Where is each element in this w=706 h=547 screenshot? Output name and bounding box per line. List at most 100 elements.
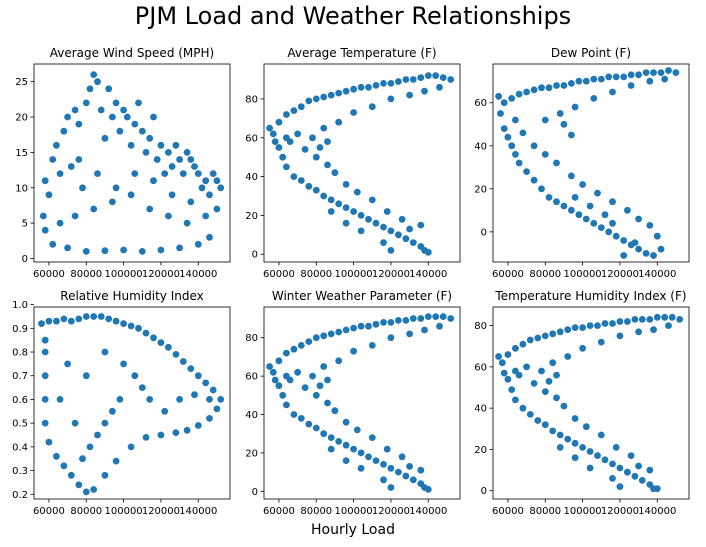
data-point [424,72,432,79]
data-point [198,184,206,192]
data-point [372,219,380,227]
data-point [417,315,425,322]
data-point [447,76,455,83]
data-point [609,320,616,327]
data-point [297,103,305,111]
data-point [82,99,90,107]
data-point [150,334,157,342]
data-point [165,149,172,156]
data-point [368,196,376,204]
data-point [380,476,387,484]
data-point [586,464,594,472]
data-point [271,376,279,384]
y-tick-label: 80 [474,321,487,332]
data-point [541,116,549,124]
data-point [556,110,564,117]
data-point [534,334,542,342]
y-tick-label: 5 [22,219,28,230]
data-point [635,245,642,253]
data-point [112,99,120,107]
data-point [75,120,83,128]
data-point [436,322,443,330]
data-point [387,227,395,235]
data-point [320,332,328,340]
data-point [38,320,45,327]
data-point [530,380,538,387]
data-point [312,334,320,342]
data-point [395,78,402,85]
data-point [612,444,620,451]
data-point [597,431,605,439]
data-point [653,313,661,321]
data-point [582,77,590,85]
data-point [409,76,417,83]
data-point [41,372,49,380]
data-point [297,342,305,349]
data-point [109,113,116,121]
data-point [150,177,157,185]
x-tick-label: 80000 [300,506,332,517]
y-tick-label: 0.5 [12,419,28,430]
data-point [387,95,395,103]
data-point [586,322,594,329]
data-point [571,324,579,331]
data-point [380,223,387,231]
data-point [409,315,417,322]
chart-panel-winter-weather: Winter Weather Parameter (F) 60000 80000 10… [245,289,461,517]
data-point [194,372,202,380]
x-tick-label: 60000 [263,506,295,517]
data-point [202,212,210,220]
data-point [41,226,49,234]
data-point [209,386,217,394]
data-point [387,80,395,87]
data-point [75,315,83,323]
x-tick-label: 120000 [142,269,180,280]
data-point [191,163,198,170]
data-point [500,125,508,132]
data-point [312,424,320,432]
data-point [653,232,661,240]
data-point [350,445,357,453]
data-point [283,349,290,357]
data-point [271,138,279,146]
scatter-points [495,67,680,259]
data-point [217,184,225,192]
data-point [301,384,309,391]
y-tick-label: 0 [481,227,487,238]
data-point [138,248,146,255]
data-point [635,215,642,223]
data-point [120,360,127,368]
data-point [53,452,60,460]
x-tick-label: 60000 [263,269,295,280]
data-point [676,316,684,323]
data-point [335,89,343,97]
data-point [638,316,646,323]
data-point [327,434,335,441]
data-point [631,239,639,247]
data-point [116,396,124,403]
data-point [646,466,654,474]
data-point [357,227,365,235]
data-point [383,445,391,453]
data-point [41,396,49,403]
data-point [609,460,616,468]
data-point [549,427,557,435]
data-point [138,127,146,135]
data-point [165,343,172,351]
data-point [515,90,523,98]
x-tick-label: 60000 [492,269,524,280]
data-point [283,163,290,171]
data-point [582,215,590,223]
data-point [447,315,455,322]
data-point [94,431,101,439]
data-point [53,317,60,325]
scatter-points [266,72,455,256]
data-point [526,336,534,344]
data-point [380,461,387,468]
data-point [519,404,527,412]
data-point [402,317,410,324]
data-point [49,156,57,163]
data-point [82,372,90,380]
data-point [94,78,101,86]
